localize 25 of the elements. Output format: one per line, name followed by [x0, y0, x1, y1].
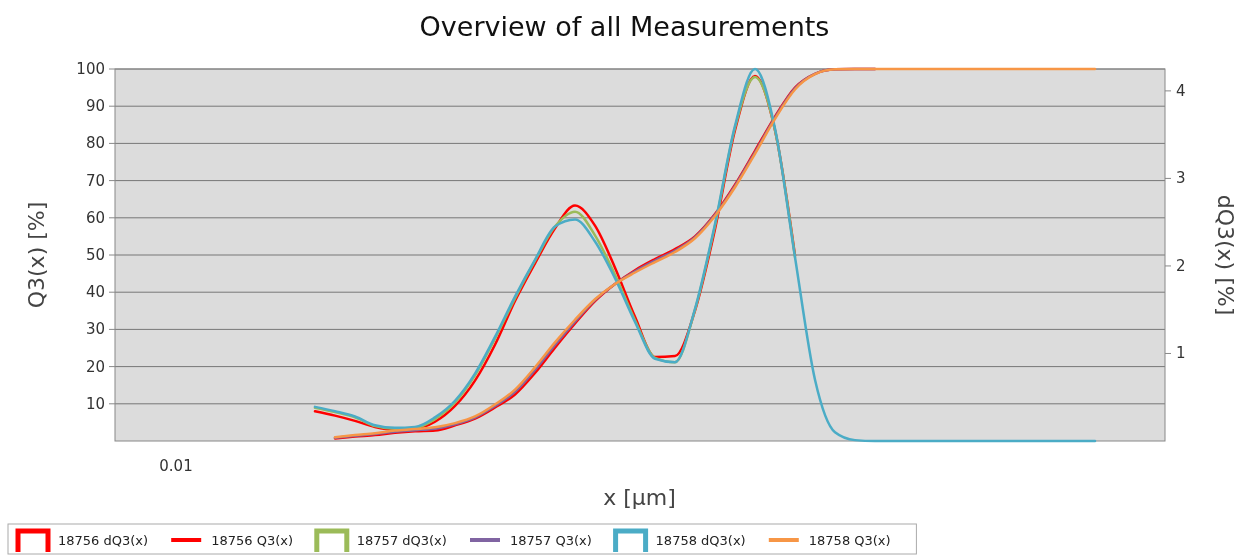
y2-tick-label: 1 — [1176, 344, 1186, 363]
legend-label: 18756 dQ3(x) — [58, 533, 149, 548]
y2-tick-label: 2 — [1176, 256, 1186, 275]
legend-label: 18757 Q3(x) — [510, 533, 592, 548]
legend-label: 18756 Q3(x) — [211, 533, 294, 548]
y-tick-label: 100 — [76, 60, 105, 78]
x-axis-title: x [µm] — [603, 485, 676, 510]
y-tick-label: 20 — [85, 357, 105, 376]
y-tick-label: 70 — [85, 171, 105, 190]
y-tick-label: 10 — [85, 394, 105, 413]
text: 0.01 — [159, 457, 193, 475]
y-tick-label: 80 — [85, 134, 105, 153]
y-axis-title: Q3(x) [%] — [24, 201, 49, 309]
y-tick-label: 90 — [85, 97, 105, 116]
y-tick-label: 30 — [85, 320, 105, 339]
y-tick-label: 40 — [85, 283, 105, 302]
legend-label: 18758 dQ3(x) — [655, 533, 746, 548]
legend-label: 18757 dQ3(x) — [356, 533, 447, 548]
y-tick-label: 50 — [85, 246, 105, 264]
legend-label: 18758 Q3(x) — [808, 533, 891, 548]
chart-title: Overview of all Measurements — [419, 11, 830, 42]
y2-tick-label: 4 — [1176, 81, 1186, 100]
y2-axis-title: dQ3(x) [%] — [1213, 194, 1238, 316]
y-tick-label: 60 — [85, 208, 105, 227]
y2-tick-label: 3 — [1176, 169, 1186, 188]
